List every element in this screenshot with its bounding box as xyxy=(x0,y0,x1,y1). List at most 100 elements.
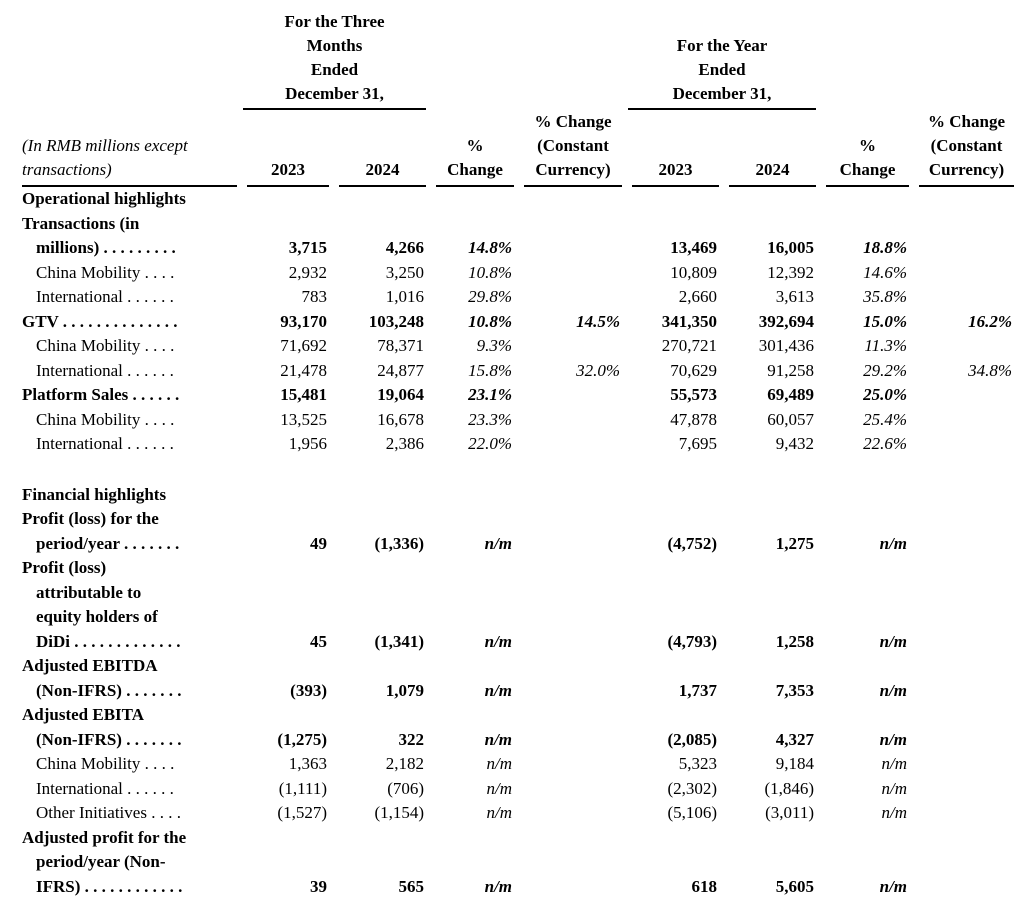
cell-fy-2023: 1,737 xyxy=(678,680,718,700)
cell-q4-2023: 1,363 xyxy=(288,754,327,773)
row-label: Adjusted profit for the period/year (Non-… xyxy=(22,826,237,900)
cell-fy-2023: 10,809 xyxy=(670,262,718,282)
row-label-line: China Mobility . . . . xyxy=(36,754,175,773)
period-header-gap-3 xyxy=(816,10,909,110)
col-header-q4-pct-change: % Change xyxy=(426,110,515,187)
row-label-line: Profit (loss) for the xyxy=(22,509,159,528)
table-body: Operational highlights Transactions (in mi… xyxy=(22,187,1014,899)
row-label-line: IFRS) . . . . . . . . . . . . xyxy=(36,876,183,896)
cell-fy-2023: 55,573 xyxy=(670,385,718,404)
cell-fy-pct-change: 11.3% xyxy=(864,336,908,355)
cell-q4-2024: 2,386 xyxy=(385,434,425,453)
cell-fy-2024: 7,353 xyxy=(775,680,815,700)
cell-fy-pct-change: n/m xyxy=(879,729,908,749)
cell-q4-pct-change-cc xyxy=(514,752,622,777)
data-row: China Mobility . . . . 13,525 16,678 23.3% 4… xyxy=(22,408,1014,433)
row-label: Adjusted EBITA (Non-IFRS) . . . . . . . xyxy=(22,703,237,752)
data-row: Adjusted EBITDA (Non-IFRS) . . . . . . . (… xyxy=(22,654,1014,703)
cell-fy-2024: 12,392 xyxy=(767,262,815,282)
row-label-line: International . . . . . . xyxy=(36,434,174,453)
data-row: International . . . . . . 21,478 24,877 15.… xyxy=(22,359,1014,384)
row-label-line: China Mobility . . . . xyxy=(36,262,175,282)
cell-fy-pct-change-cc xyxy=(909,777,1014,802)
row-label-line: Profit (loss) xyxy=(22,558,107,577)
cell-q4-pct-change-cc xyxy=(514,383,622,408)
financial-results-table: For the Three Months Ended December 31, … xyxy=(22,10,1015,899)
cell-q4-pct-change: n/m xyxy=(484,533,513,553)
cell-q4-2023: (1,527) xyxy=(277,803,327,822)
row-label-line: period/year . . . . . . . xyxy=(36,533,180,553)
cell-fy-pct-change: n/m xyxy=(879,533,908,553)
cell-q4-2024: (706) xyxy=(387,778,425,798)
cell-fy-pct-change: 25.4% xyxy=(863,409,908,429)
cell-fy-pct-change-cc xyxy=(909,752,1014,777)
cell-fy-pct-change: n/m xyxy=(879,631,908,651)
data-row: Transactions (in millions) . . . . . . . … xyxy=(22,212,1014,261)
data-row: International . . . . . . 783 1,016 29.8% 2,… xyxy=(22,285,1014,310)
cell-q4-pct-change-cc xyxy=(514,285,622,310)
cell-q4-2023: (1,275) xyxy=(277,729,327,749)
cell-q4-pct-change: 29.8% xyxy=(468,287,513,306)
cell-fy-2023: 341,350 xyxy=(661,311,718,331)
cell-fy-pct-change-cc: 34.8% xyxy=(968,360,1013,380)
data-row: Adjusted EBITA (Non-IFRS) . . . . . . . (1… xyxy=(22,703,1014,752)
cell-fy-2023: 270,721 xyxy=(661,336,718,355)
col-header-units-note: (In RMB millions except transactions) xyxy=(22,110,237,187)
cell-q4-2024: 3,250 xyxy=(385,262,425,282)
cell-q4-pct-change-cc xyxy=(514,703,622,752)
cell-q4-2024: 78,371 xyxy=(377,336,425,355)
period-header-gap-4 xyxy=(909,10,1014,110)
period-header-empty-label xyxy=(22,10,237,110)
cell-q4-pct-change: n/m xyxy=(486,754,513,773)
row-label: China Mobility . . . . xyxy=(22,752,237,777)
data-row: Platform Sales . . . . . . 15,481 19,064 23… xyxy=(22,383,1014,408)
cell-fy-pct-change-cc xyxy=(909,432,1014,457)
cell-q4-2024: 4,266 xyxy=(385,238,425,257)
cell-q4-2023: 15,481 xyxy=(280,385,327,404)
section-row: Financial highlights xyxy=(22,483,1014,508)
row-label-line: DiDi . . . . . . . . . . . . . xyxy=(36,631,181,651)
cell-q4-pct-change: n/m xyxy=(484,876,513,896)
period-header-gap-2 xyxy=(514,10,622,110)
row-label-line: attributable to xyxy=(36,582,142,602)
section-row: Operational highlights xyxy=(22,187,1014,212)
data-row: Other Initiatives . . . . (1,527) (1,154) n… xyxy=(22,801,1014,826)
cell-fy-2024: 9,432 xyxy=(775,434,815,453)
fy-period-title: For the Year Ended December 31, xyxy=(628,34,817,110)
cell-fy-pct-change: n/m xyxy=(881,754,908,773)
row-label: International . . . . . . xyxy=(22,432,237,457)
cell-fy-2023: (4,793) xyxy=(667,631,718,651)
cell-fy-2024: 1,258 xyxy=(775,631,815,651)
cell-q4-pct-change: 15.8% xyxy=(468,360,513,380)
cell-q4-2024: 19,064 xyxy=(377,385,425,404)
cell-q4-2023: 13,525 xyxy=(280,409,327,429)
cell-fy-2023: (4,752) xyxy=(667,533,718,553)
period-header-q4: For the Three Months Ended December 31, xyxy=(237,10,427,110)
cell-fy-2023: 2,660 xyxy=(678,287,718,306)
row-label-line: Adjusted profit for the xyxy=(22,827,187,847)
cell-fy-pct-change-cc xyxy=(909,507,1014,556)
cell-fy-2024: (1,846) xyxy=(764,778,815,798)
period-header-gap-1 xyxy=(426,10,514,110)
cell-q4-2023: 1,956 xyxy=(288,434,327,453)
row-label-line: China Mobility . . . . xyxy=(36,336,175,355)
spacer-cell xyxy=(22,457,1014,483)
col-header-q4-2024: 2024 xyxy=(329,110,427,187)
cell-fy-2024: 4,327 xyxy=(775,729,815,749)
cell-q4-pct-change-cc xyxy=(514,556,622,654)
cell-fy-pct-change-cc xyxy=(909,261,1014,286)
cell-q4-2023: (393) xyxy=(290,680,327,700)
col-header-q4-pct-change-cc: % Change (Constant Currency) xyxy=(514,110,623,187)
data-row: International . . . . . . 1,956 2,386 22.0%… xyxy=(22,432,1014,457)
cell-fy-pct-change: 35.8% xyxy=(863,287,908,306)
cell-q4-pct-change: 10.8% xyxy=(468,311,513,331)
row-label-line: International . . . . . . xyxy=(36,287,174,306)
spacer-row xyxy=(22,457,1014,483)
col-header-fy-pct-change: % Change xyxy=(816,110,910,187)
row-label: Other Initiatives . . . . xyxy=(22,801,237,826)
cell-q4-pct-change: n/m xyxy=(486,803,513,822)
row-label-line: Adjusted EBITA xyxy=(22,705,145,724)
cell-fy-pct-change: n/m xyxy=(881,803,908,822)
cell-fy-2024: 301,436 xyxy=(758,336,815,355)
cell-fy-pct-change-cc xyxy=(909,556,1014,654)
